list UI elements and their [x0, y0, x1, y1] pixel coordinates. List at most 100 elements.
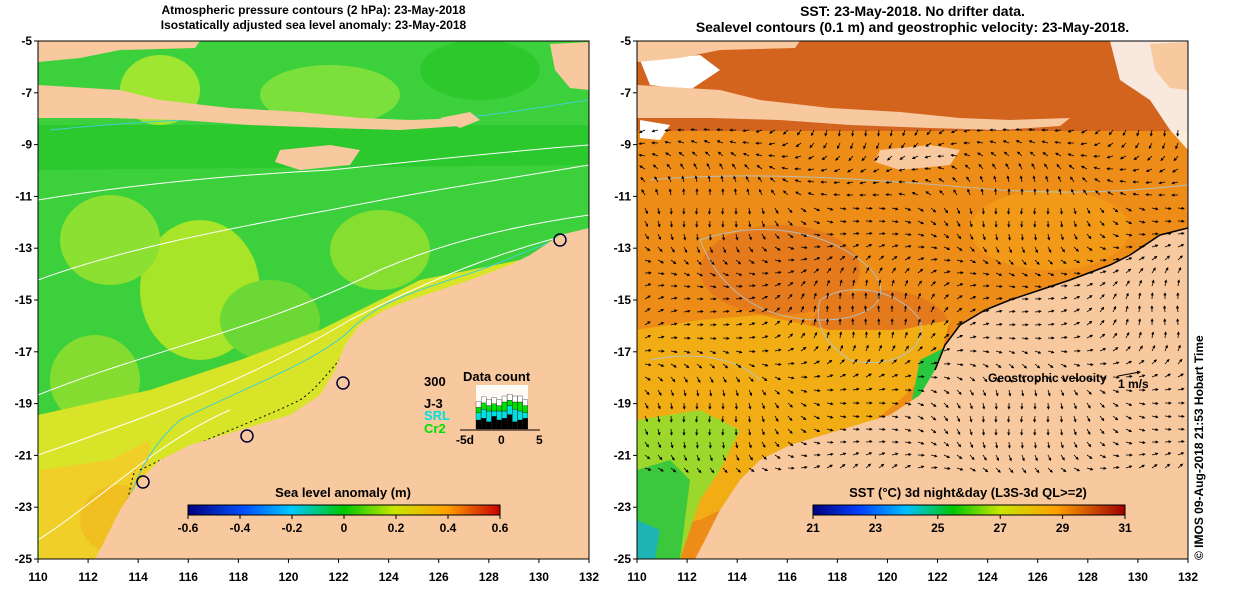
- velocity-vector: [774, 454, 781, 459]
- velocity-vector: [1073, 415, 1077, 423]
- velocity-vector: [1021, 272, 1028, 277]
- velocity-vector: [1149, 129, 1153, 137]
- velocity-vector: [995, 233, 999, 241]
- velocity-vector: [682, 441, 687, 449]
- velocity-vector: [852, 344, 856, 352]
- velocity-vector: [888, 142, 893, 150]
- velocity-vector: [930, 347, 937, 352]
- velocity-vector: [800, 361, 808, 365]
- velocity-vector: [1164, 255, 1171, 261]
- velocity-vector: [774, 376, 782, 380]
- velocity-vector: [969, 389, 974, 396]
- velocity-vector: [1151, 388, 1159, 392]
- velocity-vector: [852, 387, 860, 391]
- velocity-vector: [1164, 427, 1172, 431]
- right-lon-label: 120: [877, 570, 897, 584]
- velocity-vector: [1047, 350, 1055, 354]
- left-cb-label: -0.2: [282, 521, 303, 535]
- velocity-vector: [930, 246, 938, 250]
- velocity-vector: [1059, 428, 1064, 436]
- velocity-vector: [826, 402, 834, 406]
- velocity-vector: [943, 376, 951, 380]
- velocity-vector: [1125, 233, 1133, 237]
- velocity-vector: [1112, 415, 1119, 421]
- velocity-label: Geostrophic velocity: [988, 371, 1107, 385]
- velocity-vector: [1033, 207, 1037, 215]
- right-lon-label: 114: [728, 570, 748, 584]
- velocity-vector: [930, 361, 938, 365]
- velocity-vector: [748, 272, 756, 276]
- velocity-vector: [761, 441, 766, 448]
- velocity-vector: [774, 320, 781, 326]
- velocity-vector: [1060, 441, 1064, 449]
- velocity-vector: [680, 163, 685, 170]
- velocity-vector: [1041, 140, 1049, 144]
- velocity-vector: [930, 233, 938, 238]
- velocity-vector: [839, 244, 847, 248]
- velocity-vector: [852, 414, 860, 419]
- velocity-vector: [683, 454, 687, 462]
- velocity-vector: [1175, 305, 1180, 313]
- velocity-vector: [913, 142, 919, 148]
- velocity-vector: [1008, 363, 1015, 369]
- velocity-vector: [885, 193, 893, 197]
- velocity-vector: [917, 346, 923, 352]
- velocity-vector: [800, 415, 807, 421]
- inset-bar: [507, 400, 513, 406]
- velocity-vector: [644, 402, 649, 409]
- velocity-vector: [1145, 168, 1153, 172]
- inset-bar: [475, 419, 482, 430]
- velocity-vector: [930, 389, 938, 393]
- velocity-vector: [1047, 284, 1055, 288]
- velocity-vector: [1138, 232, 1146, 236]
- velocity-vector: [904, 415, 912, 419]
- velocity-vector: [930, 375, 938, 379]
- velocity-vector: [1177, 255, 1183, 261]
- velocity-vector: [839, 331, 843, 339]
- velocity-vector: [1033, 441, 1037, 449]
- velocity-vector: [1177, 358, 1183, 365]
- velocity-vector: [709, 467, 715, 474]
- velocity-vector: [1019, 207, 1024, 215]
- velocity-vector: [1151, 428, 1159, 432]
- velocity-vector: [1125, 268, 1132, 274]
- velocity-vector: [717, 151, 724, 157]
- velocity-vector: [995, 272, 1003, 276]
- left-map: [38, 41, 589, 559]
- inset-ymax: 300: [424, 374, 446, 389]
- right-cb-label: 21: [806, 521, 820, 535]
- left-lon-label: 110: [28, 570, 48, 584]
- right-cb-label: 25: [931, 521, 945, 535]
- velocity-vector: [696, 259, 702, 266]
- velocity-vector: [657, 454, 663, 461]
- velocity-vector: [655, 188, 659, 196]
- velocity-vector: [670, 363, 677, 368]
- velocity-vector: [761, 335, 769, 339]
- velocity-vector: [1106, 179, 1114, 183]
- inset-bar-top: [496, 399, 502, 406]
- velocity-vector: [1060, 220, 1064, 228]
- velocity-vector: [969, 322, 977, 326]
- velocity-vector: [696, 467, 702, 474]
- inset-bar: [475, 407, 482, 413]
- velocity-vector: [978, 163, 984, 170]
- left-cb-label: 0.2: [388, 521, 405, 535]
- velocity-vector: [657, 283, 665, 288]
- velocity-vector: [956, 233, 962, 240]
- velocity-vector: [696, 376, 701, 383]
- velocity-vector: [721, 233, 726, 241]
- velocity-vector: [1083, 189, 1088, 196]
- velocity-vector: [1138, 415, 1146, 419]
- left-tide-gauge-1: [553, 233, 567, 247]
- velocity-vector: [731, 163, 737, 170]
- velocity-vector: [1125, 465, 1133, 469]
- velocity-vector: [787, 270, 795, 274]
- velocity-vector: [1021, 285, 1029, 289]
- velocity-vector: [809, 142, 815, 149]
- velocity-vector: [839, 359, 845, 365]
- velocity-vector: [1137, 305, 1141, 313]
- velocity-vector: [826, 292, 830, 300]
- velocity-vector: [938, 178, 945, 183]
- velocity-vector: [1033, 233, 1038, 241]
